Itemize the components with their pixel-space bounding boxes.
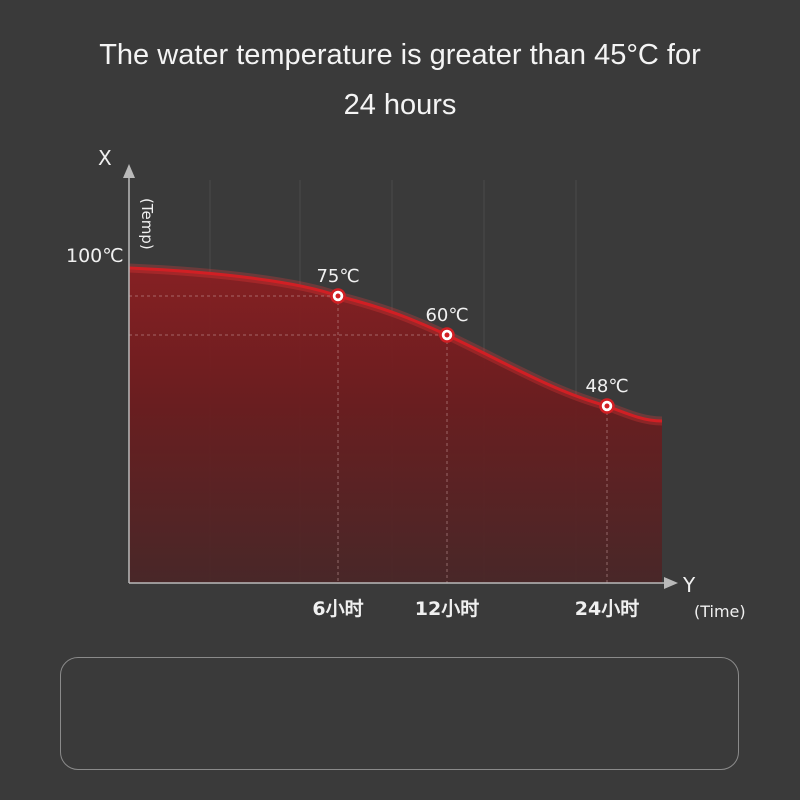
chart-title: The water temperature is greater than 45…: [0, 30, 800, 130]
x-tick-label: 24小时: [575, 598, 639, 620]
x-axis-arrow: [664, 577, 678, 589]
empty-panel: [60, 657, 739, 770]
x-tick-label: 12小时: [415, 598, 479, 620]
point-marker-core: [335, 293, 341, 299]
x-tick-labels: 6小时 12小时 24小时: [312, 598, 639, 620]
point-label: 60℃: [425, 305, 468, 326]
x-tick-label: 6小时: [312, 598, 363, 620]
y-tick-100: 100℃: [66, 245, 124, 267]
point-marker-core: [444, 332, 450, 338]
x-axis-label: (Time): [694, 602, 746, 621]
y-axis-arrow: [123, 164, 135, 178]
data-points: 75℃ 60℃ 48℃: [316, 266, 629, 414]
guide-lines: [129, 295, 608, 583]
point-label: 75℃: [316, 266, 359, 287]
x-axis-letter: Y: [682, 573, 696, 597]
data-point: 60℃: [425, 305, 469, 343]
area-fill: [129, 268, 662, 583]
title-line-2: 24 hours: [343, 89, 457, 121]
title-line-1: The water temperature is greater than 45…: [99, 39, 701, 71]
y-axis-letter: X: [98, 146, 112, 170]
point-label: 48℃: [585, 376, 628, 397]
point-marker-core: [604, 403, 610, 409]
data-point: 48℃: [585, 376, 629, 414]
y-axis-label: (Temp): [138, 198, 156, 250]
data-point: 75℃: [316, 266, 360, 304]
